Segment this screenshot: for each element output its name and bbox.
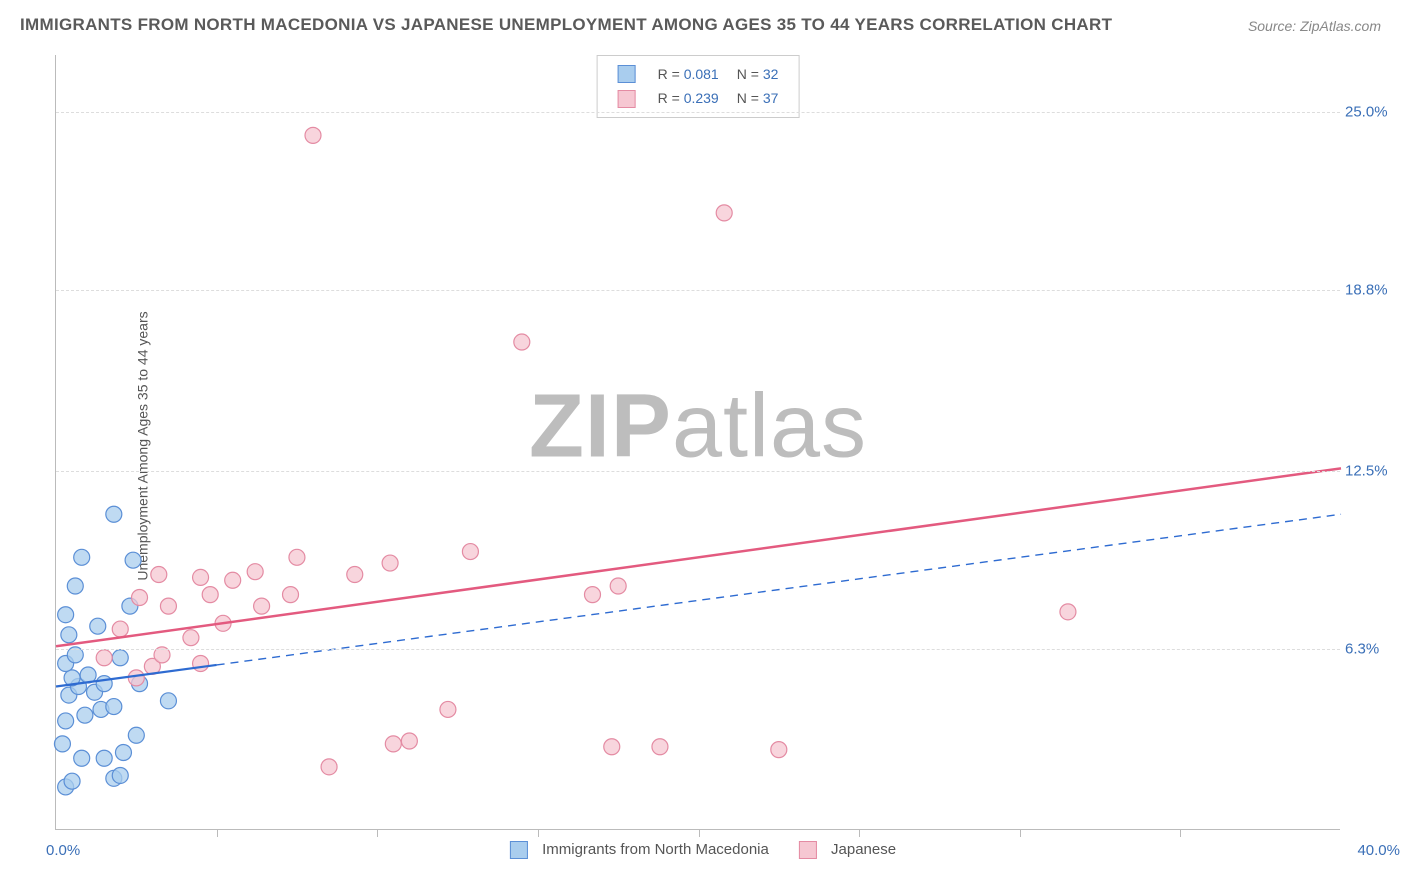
x-axis-max-label: 40.0% (1357, 842, 1400, 859)
data-point (193, 656, 209, 672)
data-point (247, 564, 263, 580)
data-point (64, 773, 80, 789)
legend-item: Japanese (789, 841, 896, 858)
data-point (771, 742, 787, 758)
trend-line (56, 468, 1341, 646)
y-tick-label: 12.5% (1345, 463, 1400, 480)
data-point (61, 627, 77, 643)
data-point (716, 205, 732, 221)
data-point (385, 736, 401, 752)
x-tick (1020, 829, 1021, 837)
data-point (112, 621, 128, 637)
data-point (115, 745, 131, 761)
gridline (56, 471, 1340, 472)
data-point (183, 630, 199, 646)
x-tick (538, 829, 539, 837)
data-point (125, 552, 141, 568)
x-tick (699, 829, 700, 837)
data-point (151, 567, 167, 583)
source-attribution: Source: ZipAtlas.com (1248, 18, 1381, 34)
data-point (440, 701, 456, 717)
data-point (58, 607, 74, 623)
data-point (132, 590, 148, 606)
data-point (160, 693, 176, 709)
x-tick (1180, 829, 1181, 837)
data-point (321, 759, 337, 775)
x-tick (859, 829, 860, 837)
data-point (462, 544, 478, 560)
chart-title: IMMIGRANTS FROM NORTH MACEDONIA VS JAPAN… (20, 15, 1112, 35)
chart-svg (56, 55, 1341, 830)
data-point (202, 587, 218, 603)
gridline (56, 112, 1340, 113)
data-point (112, 767, 128, 783)
data-point (96, 750, 112, 766)
data-point (584, 587, 600, 603)
data-point (382, 555, 398, 571)
data-point (106, 506, 122, 522)
data-point (112, 650, 128, 666)
data-point (90, 618, 106, 634)
y-tick-label: 6.3% (1345, 641, 1400, 658)
legend-series: Immigrants from North Macedonia Japanese (490, 841, 906, 859)
data-point (289, 549, 305, 565)
gridline (56, 649, 1340, 650)
x-tick (377, 829, 378, 837)
data-point (77, 707, 93, 723)
x-tick (217, 829, 218, 837)
data-point (128, 727, 144, 743)
data-point (401, 733, 417, 749)
data-point (193, 569, 209, 585)
data-point (54, 736, 70, 752)
data-point (225, 572, 241, 588)
data-point (67, 578, 83, 594)
trend-line (217, 514, 1341, 665)
data-point (58, 713, 74, 729)
data-point (160, 598, 176, 614)
data-point (96, 650, 112, 666)
data-point (514, 334, 530, 350)
data-point (106, 699, 122, 715)
legend-item: Immigrants from North Macedonia (500, 841, 769, 858)
data-point (96, 676, 112, 692)
data-point (610, 578, 626, 594)
data-point (74, 750, 90, 766)
data-point (604, 739, 620, 755)
gridline (56, 290, 1340, 291)
y-tick-label: 18.8% (1345, 282, 1400, 299)
data-point (283, 587, 299, 603)
data-point (74, 549, 90, 565)
data-point (652, 739, 668, 755)
x-axis-min-label: 0.0% (46, 842, 80, 859)
data-point (1060, 604, 1076, 620)
data-point (254, 598, 270, 614)
data-point (347, 567, 363, 583)
data-point (128, 670, 144, 686)
plot-area: ZIPatlas R = 0.081N = 32R = 0.239N = 37 … (55, 55, 1340, 830)
y-tick-label: 25.0% (1345, 104, 1400, 121)
data-point (305, 127, 321, 143)
